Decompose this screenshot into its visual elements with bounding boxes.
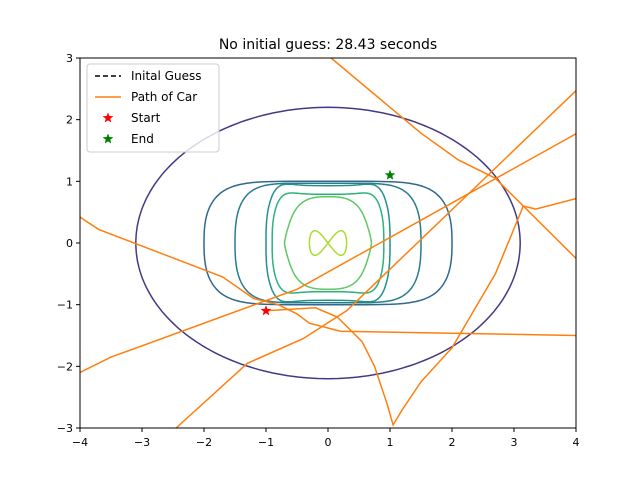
legend-label: Path of Car (131, 90, 197, 104)
legend-box (86, 63, 220, 153)
x-tick-label: 3 (511, 436, 518, 449)
contour-line (203, 180, 453, 306)
x-axis: −4 −3 −2 −1 0 1 2 3 4 (72, 428, 580, 449)
car-path-line (265, 197, 576, 427)
chart-title: No initial guess: 28.43 seconds (219, 37, 437, 53)
legend-swatch (102, 133, 114, 144)
y-tick-label: −1 (57, 299, 73, 312)
y-axis: −3 −2 −1 0 1 2 3 (57, 52, 80, 435)
contour-line (271, 192, 385, 294)
start-marker (260, 305, 272, 316)
y-tick-label: 0 (66, 237, 73, 250)
y-tick-label: 2 (66, 114, 73, 127)
car-path-line (80, 133, 576, 374)
x-tick-label: −3 (134, 436, 150, 449)
legend-label: Inital Guess (131, 69, 201, 83)
car-path-line (330, 58, 576, 259)
x-tick-label: −1 (258, 436, 274, 449)
contour-line (283, 196, 373, 291)
legend-swatch (102, 112, 114, 123)
end-marker (384, 169, 396, 180)
marker-group (260, 169, 396, 316)
legend-label: End (131, 132, 154, 146)
car-path-line (175, 90, 576, 428)
x-tick-label: −4 (72, 436, 88, 449)
y-tick-label: 3 (66, 52, 73, 65)
car-path-line (80, 216, 576, 337)
contour-line (265, 183, 391, 303)
y-tick-label: −2 (57, 360, 73, 373)
x-tick-label: 4 (573, 436, 580, 449)
contour-line (234, 182, 422, 304)
x-tick-label: −2 (196, 436, 212, 449)
contour-line (308, 229, 348, 257)
x-tick-label: 0 (325, 436, 332, 449)
legend: Inital Guess Path of Car Start End (86, 63, 220, 153)
x-tick-label: 2 (449, 436, 456, 449)
x-tick-label: 1 (387, 436, 394, 449)
path-group (80, 58, 576, 428)
legend-label: Start (131, 111, 161, 125)
y-tick-label: −3 (57, 422, 73, 435)
y-tick-label: 1 (66, 175, 73, 188)
